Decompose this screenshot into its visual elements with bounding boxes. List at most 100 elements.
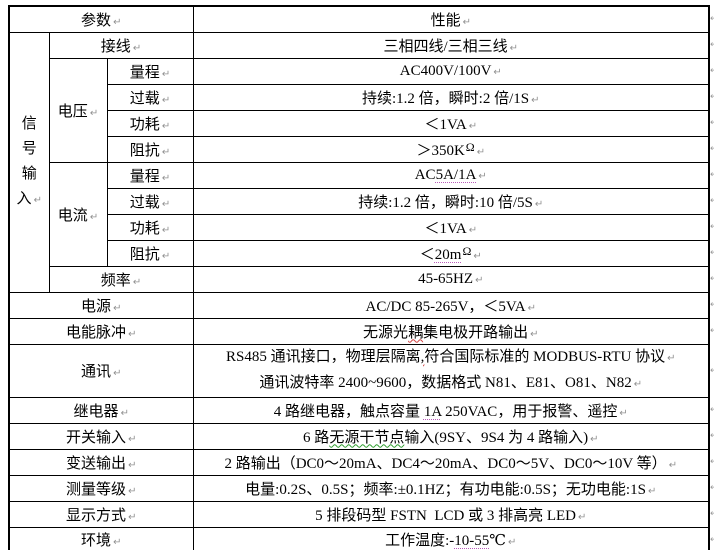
row-label-wiring: 接线 xyxy=(48,31,194,59)
current-group-cell: 电流 xyxy=(48,161,108,267)
row-label-current-consumption: 功耗 xyxy=(106,213,194,241)
text-segment: , xyxy=(420,348,425,365)
table-row: 功耗 ＜1VA xyxy=(9,213,710,241)
text-segment: RS485 通讯接口，物理层隔离 xyxy=(226,348,421,365)
end-of-row-mark: ↵ xyxy=(710,509,714,519)
end-of-row-mark: ↵ xyxy=(710,535,714,545)
row-value-frequency: 45-65HZ xyxy=(192,265,710,293)
row-label-power: 电源 xyxy=(8,291,194,319)
end-of-row-mark: ↵ xyxy=(710,14,714,24)
row-value-display-mode: 5 排段码型 FSTN LCD 或 3 排高亮 LED xyxy=(192,500,710,528)
text-segment: AC xyxy=(414,166,436,183)
text-segment: 符合国际标准的 MODBUS-RTU 协议 xyxy=(424,348,666,365)
table-row: 电能脉冲 无源光耦集电极开路输出 xyxy=(8,317,710,345)
text-segment: 通讯波特率 2400~9600，数据格式 N81、E81、O81、N82 xyxy=(259,374,632,391)
row-value-environment: 工作温度:-10-55℃ xyxy=(192,526,710,550)
text-segment: ＜1VA xyxy=(424,220,467,237)
text-segment: 4 路继电器，触点容量 xyxy=(273,403,424,420)
row-value-wiring: 三相四线/三相三线 xyxy=(192,31,710,59)
row-label-current-impedance: 阻抗 xyxy=(106,239,194,267)
table-row: 通讯 RS485 通讯接口，物理层隔离,符合国际标准的 MODBUS-RTU 协… xyxy=(8,343,710,398)
text-segment: 工作温度:- xyxy=(385,533,455,550)
table-row: 环境 工作温度:-10-55℃ xyxy=(8,526,710,550)
row-label-relay: 继电器 xyxy=(8,396,194,424)
end-of-row-mark: ↵ xyxy=(710,170,714,180)
end-of-row-mark: ↵ xyxy=(710,483,714,493)
table-row: 参数 性能 xyxy=(8,5,710,33)
vertical-label-char: 入 xyxy=(17,187,42,213)
table-row: 测量等级 电量:0.2S、0.5S；频率:±0.1HZ；有功电能:0.5S；无功… xyxy=(8,474,710,502)
header-param-cell: 参数 xyxy=(8,5,194,33)
row-value-current-consumption: ＜1VA xyxy=(192,213,710,241)
signal-input-group-cell: 信号输入 xyxy=(8,31,50,293)
text-segment: 5A/1A xyxy=(435,166,477,183)
end-of-row-mark: ↵ xyxy=(710,431,714,441)
row-label-switch-input: 开关输入 xyxy=(8,422,194,450)
vertical-label-char: 输 xyxy=(21,165,37,182)
end-of-row-mark: ↵ xyxy=(710,144,714,154)
voltage-group-cell: 电压 xyxy=(48,57,108,163)
table-row: 阻抗 ＞350KΩ xyxy=(9,135,710,163)
end-of-row-mark: ↵ xyxy=(710,457,714,467)
table-row: 电源 AC/DC 85-265V，＜5VA xyxy=(8,291,710,319)
text-segment: 无源干节点 xyxy=(329,429,405,446)
vertical-label-char: 号 xyxy=(21,140,37,157)
text-segment: 耦 xyxy=(408,324,424,341)
text-segment: 集电极开路输出 xyxy=(423,324,529,341)
end-of-row-mark: ↵ xyxy=(710,40,714,50)
row-label-voltage-consumption: 功耗 xyxy=(106,109,194,137)
end-of-row-mark: ↵ xyxy=(710,196,714,206)
text-segment: 20m xyxy=(434,246,462,263)
header-param-label: 参数 xyxy=(81,9,121,30)
communication-line-2: 通讯波特率 2400~9600，数据格式 N81、E81、O81、N82 xyxy=(196,371,707,397)
end-of-row-mark: ↵ xyxy=(710,405,714,415)
end-of-row-mark: ↵ xyxy=(710,92,714,102)
text-segment: 10-55 xyxy=(454,533,490,550)
row-label-display-mode: 显示方式 xyxy=(8,500,194,528)
text-segment: 电量:0.2S、0.5S；频率:±0.1HZ；有功电能:0.5S；无功电能:1S xyxy=(245,481,646,498)
row-label-communication: 通讯 xyxy=(8,343,194,398)
text-segment: AC/DC 85-265V，＜5VA xyxy=(365,298,526,315)
text-segment: 无源光 xyxy=(363,324,409,341)
end-of-row-mark: ↵ xyxy=(710,118,714,128)
row-value-switch-input: 6 路无源干节点输入(9SY、9S4 为 4 路输入) xyxy=(192,422,710,450)
row-value-voltage-overload: 持续:1.2 倍，瞬时:2 倍/1S xyxy=(192,83,710,111)
row-value-transmit-output: 2 路输出（DC0～20mA、DC4～20mA、DC0～5V、DC0～10V 等… xyxy=(192,448,710,476)
text-segment: 持续:1.2 倍，瞬时:2 倍/1S xyxy=(362,90,530,107)
row-label-voltage-impedance: 阻抗 xyxy=(106,135,194,163)
row-label-voltage-overload: 过载 xyxy=(106,83,194,111)
row-value-current-range: AC5A/1A xyxy=(192,161,710,189)
row-value-voltage-range: AC400V/100V xyxy=(192,57,710,85)
row-label-frequency: 频率 xyxy=(48,265,194,293)
row-value-power: AC/DC 85-265V，＜5VA xyxy=(192,291,710,319)
row-value-current-overload: 持续:1.2 倍，瞬时:10 倍/5S xyxy=(192,187,710,215)
end-of-row-mark: ↵ xyxy=(710,248,714,258)
text-segment: 输入(9SY、9S4 为 4 路输入) xyxy=(404,429,589,446)
end-of-row-mark: ↵ xyxy=(710,365,714,376)
text-segment: ℃ xyxy=(489,533,507,550)
table-row: 显示方式 5 排段码型 FSTN LCD 或 3 排高亮 LED xyxy=(8,500,710,528)
row-label-measure-class: 测量等级 xyxy=(8,474,194,502)
row-value-measure-class: 电量:0.2S、0.5S；频率:±0.1HZ；有功电能:0.5S；无功电能:1S xyxy=(192,474,710,502)
text-segment: 1A xyxy=(423,403,442,420)
text-segment: ＜1VA xyxy=(424,116,467,133)
header-perf-label: 性能 xyxy=(431,9,471,30)
table-row: 继电器 4 路继电器，触点容量 1A 250VAC，用于报警、遥控 xyxy=(8,396,710,424)
text-segment: 45-65HZ xyxy=(418,270,474,287)
text-segment: 持续:1.2 倍，瞬时:10 倍/5S xyxy=(358,194,533,211)
row-label-current-range: 量程 xyxy=(106,161,194,189)
row-label-energy-pulse: 电能脉冲 xyxy=(8,317,194,345)
row-value-voltage-impedance: ＞350KΩ xyxy=(192,135,710,163)
table-row: 电流 量程 AC5A/1A xyxy=(9,161,710,267)
end-of-row-marks: ↵ ↵ ↵ ↵ ↵ ↵ ↵ ↵ ↵ ↵ ↵ ↵ ↵ ↵ ↵ ↵ ↵ ↵ ↵ ↵ xyxy=(710,0,714,550)
text-segment: Ω xyxy=(462,243,472,258)
text-segment: AC400V/100V xyxy=(399,62,492,79)
row-value-current-impedance: ＜20mΩ xyxy=(192,239,710,267)
end-of-row-mark: ↵ xyxy=(710,222,714,232)
text-segment: 5 排段码型 FSTN LCD 或 3 排高亮 LED xyxy=(315,507,576,524)
end-of-row-mark: ↵ xyxy=(710,274,714,284)
vertical-label-char: 信 xyxy=(21,115,37,132)
